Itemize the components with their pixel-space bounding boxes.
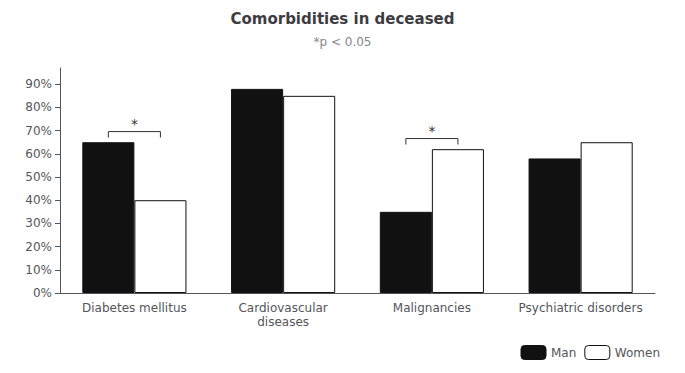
svg-text:Man: Man — [551, 346, 576, 360]
svg-text:40%: 40% — [25, 193, 52, 207]
svg-text:diseases: diseases — [257, 315, 309, 329]
svg-text:50%: 50% — [25, 170, 52, 184]
svg-text:Malignancies: Malignancies — [393, 301, 471, 315]
svg-text:*p < 0.05: *p < 0.05 — [313, 35, 371, 49]
svg-text:*: * — [131, 116, 138, 132]
svg-text:Psychiatric disorders: Psychiatric disorders — [519, 301, 643, 315]
svg-text:Women: Women — [615, 346, 660, 360]
svg-text:*: * — [428, 123, 435, 139]
svg-text:90%: 90% — [25, 77, 52, 91]
svg-text:Comorbidities in deceased: Comorbidities in deceased — [230, 10, 454, 28]
svg-text:30%: 30% — [25, 216, 52, 230]
svg-text:Diabetes mellitus: Diabetes mellitus — [82, 301, 187, 315]
svg-text:Cardiovascular: Cardiovascular — [238, 301, 327, 315]
svg-text:70%: 70% — [25, 124, 52, 138]
svg-text:60%: 60% — [25, 147, 52, 161]
svg-text:0%: 0% — [33, 286, 52, 300]
svg-text:80%: 80% — [25, 100, 52, 114]
svg-text:20%: 20% — [25, 240, 52, 254]
svg-text:10%: 10% — [25, 263, 52, 277]
